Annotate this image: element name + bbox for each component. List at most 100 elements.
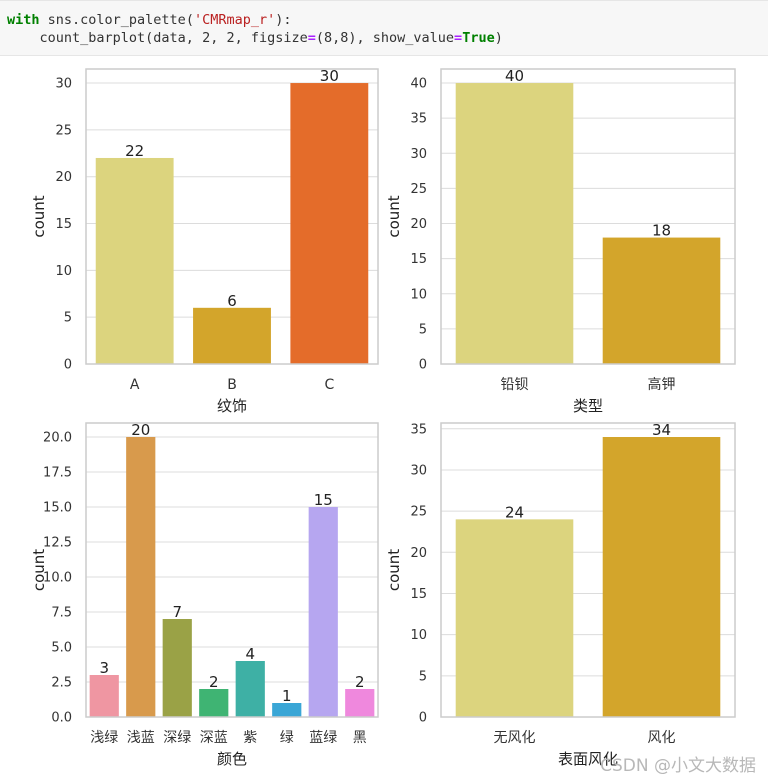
plot-frame — [85, 422, 379, 718]
y-tick-label: 10 — [55, 264, 72, 279]
y-tick-label: 20.0 — [43, 431, 72, 446]
y-tick-label: 15 — [410, 252, 427, 267]
x-tick-label: B — [227, 377, 237, 393]
bar-value-label: 40 — [505, 67, 524, 85]
y-tick-label: 0.0 — [51, 711, 72, 726]
chart-panel-3: 0.0 2.5 5.0 7.5 10.0 12.5 15.0 17.5 20.0 3 浅绿 20 浅蓝 7… — [30, 421, 379, 768]
y-tick-label: 5 — [419, 669, 427, 684]
y-tick-label: 30 — [410, 147, 427, 162]
y-tick-label: 17.5 — [43, 466, 72, 481]
bar-绿 — [272, 703, 302, 717]
y-tick-label: 25 — [410, 505, 427, 520]
bar-紫 — [235, 661, 265, 717]
bar-浅绿 — [89, 675, 119, 717]
y-tick-label: 30 — [410, 463, 427, 478]
y-tick-label: 40 — [410, 77, 427, 92]
figure-canvas: 05101520253022A6B30C纹饰count0510152025303… — [30, 67, 736, 768]
y-tick-label: 15 — [55, 217, 72, 232]
x-tick-label: 黑 — [353, 730, 367, 746]
chart-panel-1: 0 5 10 15 20 25 30 22 A 6 B 30 C 纹饰 count — [30, 67, 379, 415]
bar-value-label: 1 — [282, 687, 292, 705]
y-tick-label: 20 — [410, 217, 427, 232]
bar-深蓝 — [199, 689, 229, 717]
x-axis-label: 颜色 — [217, 750, 247, 768]
plot-frame — [85, 68, 379, 365]
code-string: 'CMRmap_r' — [193, 12, 276, 28]
bar-浅蓝 — [126, 437, 156, 717]
x-tick-label: 风化 — [648, 730, 676, 746]
bar-value-label: 4 — [245, 645, 255, 663]
code-text: (8,8), show_value — [315, 30, 455, 46]
bar-铅钡 — [455, 83, 574, 365]
y-tick-label: 0 — [419, 711, 427, 726]
x-tick-label: C — [324, 377, 334, 393]
y-tick-label: 2.5 — [51, 676, 72, 691]
x-tick-label: 紫 — [243, 730, 257, 746]
code-operator: = — [454, 30, 463, 46]
x-tick-label: 浅蓝 — [127, 730, 155, 746]
x-tick-label: 深绿 — [163, 730, 191, 746]
code-line-1: with sns.color_palette('CMRmap_r'): — [7, 12, 292, 28]
x-axis-label: 类型 — [573, 397, 603, 415]
y-tick-label: 35 — [410, 422, 427, 437]
y-tick-label: 5 — [419, 322, 427, 337]
bar-value-label: 7 — [172, 603, 182, 621]
y-tick-label: 10 — [410, 287, 427, 302]
y-tick-label: 20 — [410, 546, 427, 561]
bar-A — [95, 157, 174, 364]
bar-value-label: 20 — [131, 421, 150, 439]
x-axis-label: 表面风化 — [558, 750, 618, 768]
y-axis-label: count — [30, 549, 48, 591]
y-tick-label: 15 — [410, 587, 427, 602]
plot-frame — [440, 422, 736, 718]
bar-C — [290, 83, 369, 365]
y-tick-label: 5.0 — [51, 641, 72, 656]
y-tick-label: 0 — [64, 358, 72, 373]
bar-value-label: 6 — [227, 292, 237, 310]
x-tick-label: 蓝绿 — [309, 730, 337, 746]
code-text: count_barplot(data, 2, 2, figsize — [7, 30, 308, 46]
x-tick-label: 深蓝 — [200, 730, 228, 746]
code-text: ) — [494, 30, 503, 46]
bar-value-label: 18 — [652, 222, 671, 240]
y-tick-label: 10 — [410, 628, 427, 643]
y-axis-label: count — [385, 195, 403, 237]
x-tick-label: A — [130, 377, 140, 393]
x-tick-label: 高钾 — [648, 376, 676, 393]
code-operator: = — [307, 30, 316, 46]
y-tick-label: 30 — [55, 77, 72, 92]
bar-B — [193, 307, 271, 364]
x-axis-label: 纹饰 — [217, 397, 247, 415]
csdn-watermark: CSDN @小文大数据 — [600, 756, 756, 776]
y-tick-label: 0 — [419, 358, 427, 373]
y-tick-label: 5 — [64, 311, 72, 326]
bar-value-label: 34 — [652, 421, 671, 439]
x-tick-label: 铅钡 — [501, 377, 529, 393]
code-text: ): — [275, 12, 292, 28]
y-tick-label: 12.5 — [43, 536, 72, 551]
x-tick-label: 绿 — [280, 730, 294, 746]
y-tick-label: 35 — [410, 112, 427, 127]
y-tick-label: 10.0 — [43, 571, 72, 586]
x-tick-label: 无风化 — [494, 730, 536, 746]
y-tick-label: 20 — [55, 170, 72, 185]
bar-深绿 — [162, 619, 192, 717]
code-cell[interactable]: with sns.color_palette('CMRmap_r'): coun… — [0, 0, 768, 56]
code-keyword-true: True — [462, 30, 495, 46]
bar-风化 — [602, 437, 721, 717]
plot-frame — [440, 68, 736, 365]
y-tick-label: 25 — [410, 182, 427, 197]
bar-value-label: 15 — [314, 491, 333, 509]
bar-value-label: 30 — [320, 67, 339, 85]
bar-黑 — [345, 689, 375, 717]
y-tick-label: 7.5 — [51, 606, 72, 621]
bar-蓝绿 — [308, 507, 338, 717]
code-text: sns.color_palette( — [39, 12, 194, 28]
x-tick-label: 浅绿 — [90, 730, 118, 746]
y-tick-label: 15.0 — [43, 501, 72, 516]
y-tick-label: 25 — [55, 123, 72, 138]
code-line-2: count_barplot(data, 2, 2, figsize=(8,8),… — [7, 30, 503, 46]
bar-value-label: 2 — [209, 673, 219, 691]
